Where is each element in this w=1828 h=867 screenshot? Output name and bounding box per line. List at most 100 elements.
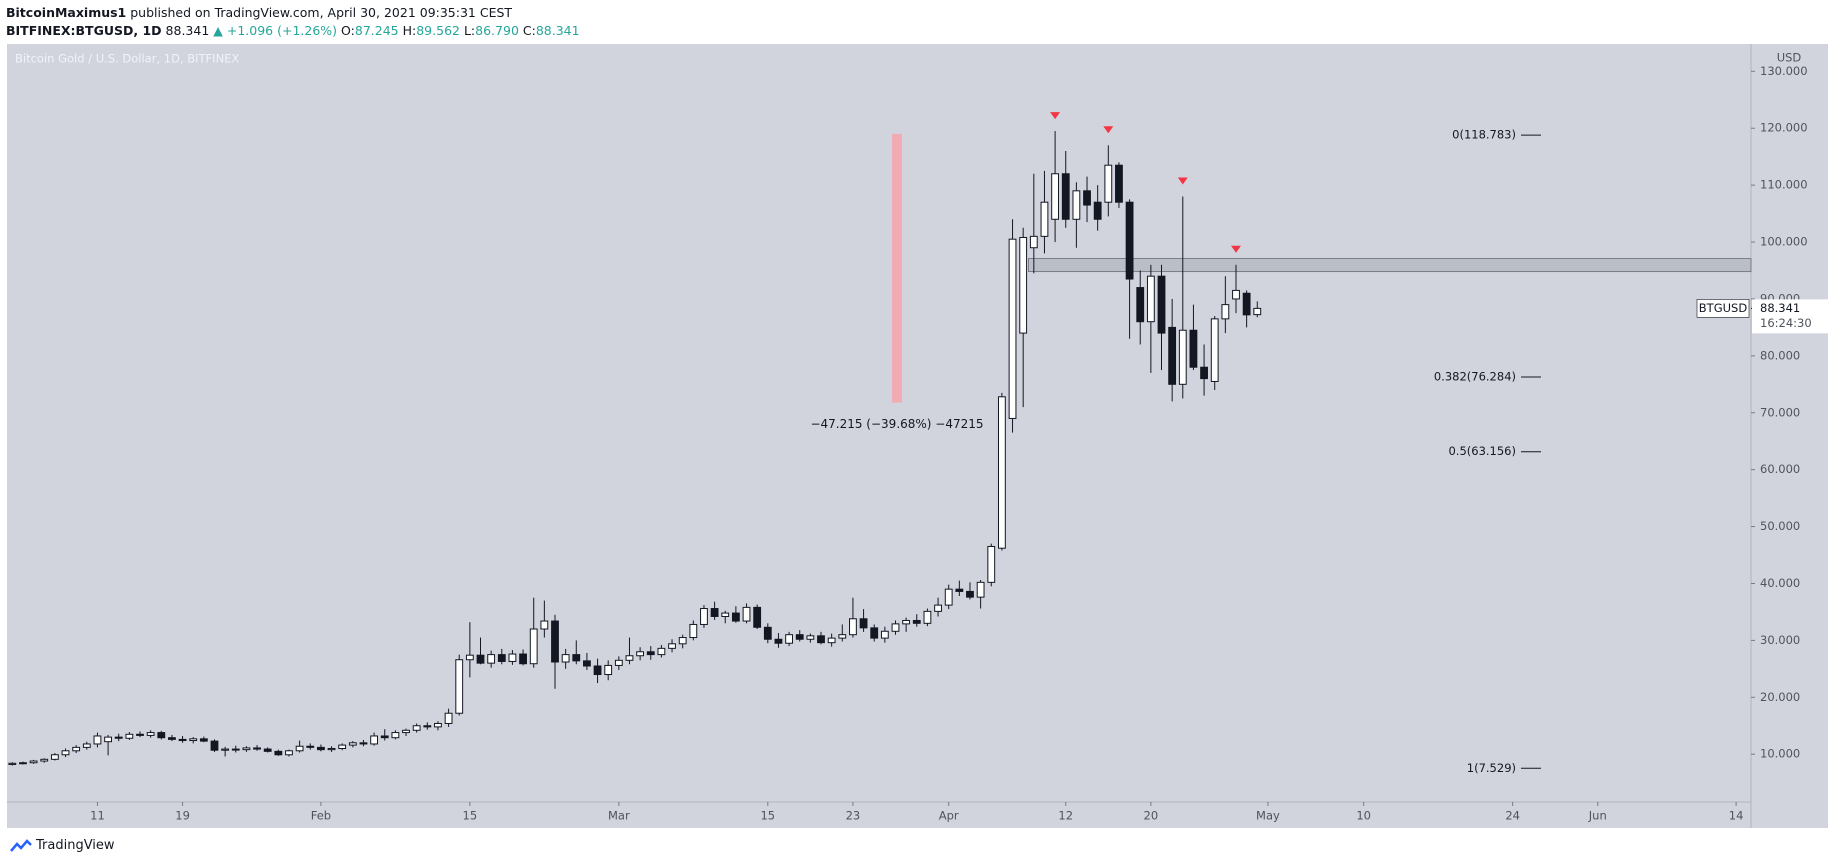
candle-body [497,654,506,662]
candle-body [285,750,293,756]
candle-body [1253,307,1262,316]
x-tick-label: Jun [1588,809,1607,823]
candle-body [1168,326,1177,385]
published: published on TradingView.com, April 30, … [130,5,513,20]
candle-body [657,647,666,656]
last: 88.341 [165,23,210,38]
currency: USD [1777,51,1802,65]
candle-body [1083,190,1091,206]
candle-body [434,722,442,728]
candle-body [1136,287,1145,323]
candle-body [827,637,836,644]
candle-body [1210,318,1219,382]
logo [10,838,32,852]
y-tick-label: 20.000 [1760,690,1800,704]
resistance-zone [1028,258,1752,273]
candle-body [1146,275,1155,323]
candle-body [912,619,921,624]
x-tick-label: Feb [311,809,331,823]
candle-body [338,744,347,750]
candle-body [125,733,134,739]
y-tick-label: 50.000 [1760,519,1800,533]
candle-body [221,748,230,751]
candle-body [636,651,645,657]
candle-body [774,638,783,644]
candle-body [1189,329,1198,368]
signal-marker [1177,177,1188,185]
x-tick-label: 15 [760,809,775,823]
candle-body [934,604,942,612]
fib-label: 0.5(63.156) [1448,444,1516,458]
candle-body [838,634,847,639]
candle-body [551,620,559,663]
x-tick-label: 12 [1058,809,1073,823]
candle-body [806,635,815,640]
candle-body [966,590,974,598]
x-tick-label: 14 [1729,809,1744,823]
plot-background [7,44,1828,828]
x-tick-label: 23 [846,809,861,823]
candle-body [849,618,857,636]
candle-body [668,643,676,649]
x-tick-label: 24 [1505,809,1520,823]
candle-body [316,746,325,751]
candle-body [146,732,155,736]
chart: Bitcoin Gold / U.S. Dollar, 1D, BITFINEX… [7,44,1828,828]
fib-label: 0(118.783) [1452,128,1516,142]
candle-body [817,635,825,644]
y-tick-label: 60.000 [1760,462,1800,476]
y-tick-label: 120.000 [1760,121,1808,135]
candle-body [1221,304,1230,320]
candle-body [902,619,911,625]
candle-body [370,735,379,745]
y-tick-label: 70.000 [1760,405,1800,419]
candle-body [359,742,368,745]
candle-body [572,654,581,662]
candle-body [465,654,474,661]
change: ▲ +1.096 (+1.26%) [213,23,338,38]
brand[interactable]: TradingView [36,838,115,853]
candle-body [1072,190,1081,220]
x-tick-label: May [1256,809,1280,823]
last-price: 88.341 [1760,301,1800,315]
ohlc-value: 87.245 [354,23,399,38]
signal-marker [1050,112,1061,120]
candle-body [700,608,708,625]
candle-body [104,736,112,743]
x-tick-label: 11 [90,809,105,823]
candle-body [487,654,496,664]
ohlc-value: 88.341 [535,23,580,38]
candle-body [189,738,198,742]
x-tick-label: 19 [175,809,190,823]
candle-body [604,664,613,676]
candle-body [444,712,453,724]
candle-body [763,626,772,640]
candle-body [753,606,762,628]
candle-body [1242,292,1251,316]
candle-body [8,762,17,765]
candle-body [1157,275,1166,334]
y-tick-label: 100.000 [1760,235,1808,249]
candle-body [210,740,219,751]
candle-body [391,732,400,739]
candle-body [540,620,549,630]
candle-body [1029,235,1038,249]
candle-body [1051,173,1060,220]
candle-body [997,396,1006,549]
candle-body [274,750,283,756]
candle-body [306,745,315,748]
candle-body [689,623,698,639]
candle-body [1093,201,1102,220]
candle-body [583,660,591,667]
candle-body [859,618,868,629]
header: BitcoinMaximus1 published on TradingView… [6,4,580,40]
ohlc-label: L: [463,23,476,38]
candle-body [1061,173,1070,220]
candle-body [476,654,485,664]
candle-body [976,581,985,598]
candle-body [944,588,953,606]
author[interactable]: BitcoinMaximus1 [6,5,127,20]
candle-body [614,659,623,666]
candle-body [795,634,804,640]
